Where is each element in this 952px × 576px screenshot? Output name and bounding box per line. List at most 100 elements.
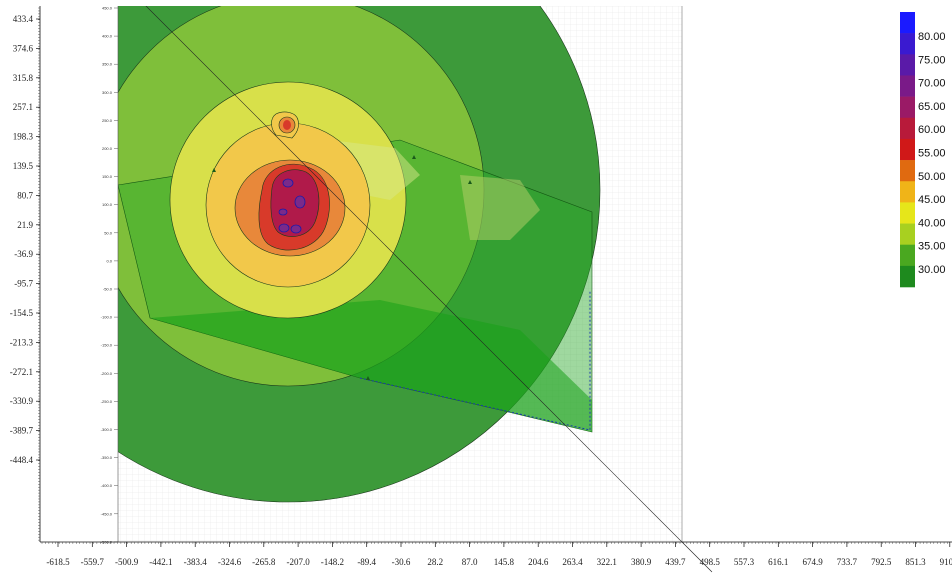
receiver-marker <box>212 168 216 172</box>
legend-swatch <box>900 181 915 203</box>
legend-swatch <box>900 265 915 288</box>
receiver-marker <box>412 155 416 159</box>
legend-swatch <box>900 223 915 245</box>
x-tick-label: 557.3 <box>734 557 755 567</box>
inner-y-tick-label: -100.0 <box>101 315 113 320</box>
hotspot-small-core <box>283 120 291 130</box>
x-tick-label: -207.0 <box>286 557 310 567</box>
x-tick-label: -383.4 <box>184 557 208 567</box>
inner-y-tick-label: 100.0 <box>102 202 113 207</box>
legend-swatch <box>900 117 915 140</box>
y-tick-label: -95.7 <box>14 279 33 289</box>
y-tick-label: 315.8 <box>13 73 34 83</box>
legend-swatch <box>900 244 915 267</box>
x-tick-label: 322.1 <box>597 557 617 567</box>
y-tick-label: 374.6 <box>13 43 34 53</box>
y-tick-label: 257.1 <box>13 102 33 112</box>
x-tick-label: -89.4 <box>357 557 376 567</box>
y-tick-label: 139.5 <box>13 161 34 171</box>
legend-label: 35.00 <box>918 241 946 253</box>
x-tick-label: 380.9 <box>631 557 652 567</box>
x-tick-label: -265.8 <box>252 557 276 567</box>
y-tick-label: -448.4 <box>10 455 34 465</box>
y-tick-label: -213.3 <box>10 337 34 347</box>
inner-y-tick-label: 350.0 <box>102 62 113 67</box>
x-tick-label: 674.9 <box>802 557 823 567</box>
legend-label: 45.00 <box>918 194 946 206</box>
y-tick-label: 21.9 <box>17 220 33 230</box>
x-tick-label: 145.8 <box>494 557 515 567</box>
legend-label: 80.00 <box>918 31 946 43</box>
inner-y-tick-label: -50.0 <box>103 287 113 292</box>
y-tick-label: -154.5 <box>10 308 34 318</box>
legend-swatch <box>900 96 915 119</box>
source-core <box>294 195 306 209</box>
inner-y-tick-label: 450.0 <box>102 6 113 11</box>
legend-label: 65.00 <box>918 101 946 113</box>
legend-swatch <box>900 75 915 97</box>
inner-y-tick-label: -200.0 <box>101 371 113 376</box>
legend-label: 50.00 <box>918 171 946 183</box>
inner-y-tick-label: -250.0 <box>101 399 113 404</box>
source-core <box>278 223 290 233</box>
receiver-marker <box>366 376 370 380</box>
x-axis-ticks: -618.5 -559.7 -500.9 -442.1 -383.4 -324.6 -265… <box>46 542 952 567</box>
legend-swatch <box>900 138 915 161</box>
x-tick-label: -500.9 <box>115 557 139 567</box>
section-line <box>145 6 682 542</box>
x-tick-label: -148.2 <box>321 557 344 567</box>
legend-swatch <box>900 202 915 224</box>
inner-y-tick-label: -300.0 <box>101 427 113 432</box>
site-boundary <box>359 290 591 431</box>
inner-y-tick-label: 400.0 <box>102 34 113 39</box>
y-tick-label: -389.7 <box>10 426 34 436</box>
building-footprint <box>460 175 540 240</box>
inner-y-tick-label: -350.0 <box>101 455 113 460</box>
section-line-extension <box>681 541 713 573</box>
inner-y-tick-label: 0.0 <box>106 258 112 263</box>
legend-label: 75.00 <box>918 54 946 66</box>
legend-swatch <box>900 12 915 34</box>
legend-swatch <box>900 54 915 76</box>
x-tick-label: 733.7 <box>837 557 858 567</box>
x-tick-label: 87.0 <box>462 557 478 567</box>
y-tick-label: -36.9 <box>14 249 33 259</box>
x-tick-label: 792.5 <box>871 557 892 567</box>
legend-label: 55.00 <box>918 148 946 160</box>
y-tick-label: -330.9 <box>10 396 34 406</box>
x-axis-minor-ticks <box>41 542 948 544</box>
x-tick-label: -324.6 <box>218 557 242 567</box>
inner-y-tick-label: -450.0 <box>101 511 113 516</box>
legend-label: 70.00 <box>918 78 946 90</box>
y-tick-label: 433.4 <box>13 14 34 24</box>
x-tick-label: -559.7 <box>81 557 105 567</box>
legend-swatch <box>900 160 915 182</box>
inner-y-tick-label: 150.0 <box>102 174 113 179</box>
x-tick-label: 439.7 <box>665 557 686 567</box>
y-tick-label: 198.3 <box>13 132 34 142</box>
legend-label: 30.00 <box>918 264 946 276</box>
x-tick-label: -30.6 <box>392 557 411 567</box>
source-core <box>282 178 294 188</box>
color-legend: 80.00 75.00 70.00 65.00 60.00 55.00 50.00 45.00… <box>900 12 946 288</box>
x-tick-label: 204.6 <box>528 557 549 567</box>
legend-swatch <box>900 33 915 55</box>
inner-y-tick-label: -150.0 <box>101 343 113 348</box>
y-tick-label: -272.1 <box>10 367 33 377</box>
legend-label: 60.00 <box>918 124 946 136</box>
x-tick-label: -442.1 <box>149 557 172 567</box>
y-axis-ticks: 433.4 374.6 315.8 257.1 198.3 139.5 80.7 21.9 -3… <box>10 7 40 541</box>
source-core <box>290 224 302 234</box>
source-core <box>278 208 288 216</box>
receiver-marker <box>468 180 472 184</box>
x-tick-label: 498.5 <box>700 557 721 567</box>
x-tick-label: 263.4 <box>562 557 583 567</box>
inner-y-tick-label: 50.0 <box>104 230 113 235</box>
inner-y-tick-label: 300.0 <box>102 90 113 95</box>
x-tick-label: 28.2 <box>427 557 443 567</box>
inner-y-tick-label: 250.0 <box>102 118 113 123</box>
x-tick-label: 616.1 <box>768 557 788 567</box>
legend-label: 40.00 <box>918 217 946 229</box>
x-tick-label: -618.5 <box>46 557 70 567</box>
